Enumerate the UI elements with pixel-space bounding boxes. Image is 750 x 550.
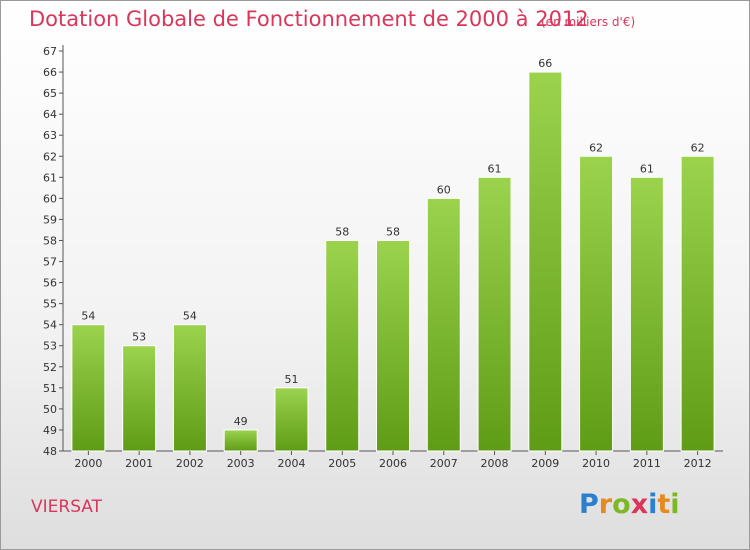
bar: [376, 239, 410, 452]
x-tick-label: 2001: [125, 457, 153, 470]
y-tick-label: 58: [43, 234, 57, 247]
bar: [528, 71, 563, 452]
bar: [579, 155, 614, 452]
y-tick-label: 61: [43, 171, 57, 184]
y-tick-label: 51: [43, 382, 57, 395]
bar-value-label: 66: [538, 57, 552, 70]
bar-value-label: 58: [335, 225, 349, 238]
x-tick-label: 2006: [379, 457, 407, 470]
bar-value-label: 61: [488, 162, 502, 175]
y-tick-label: 50: [43, 403, 57, 416]
chart-unit: (en milliers d'€): [541, 15, 636, 29]
y-tick-label: 62: [43, 150, 57, 163]
bar: [325, 239, 360, 452]
bar-value-label: 49: [234, 415, 248, 428]
bar: [426, 197, 461, 452]
proxiti-logo: Proxiti: [579, 489, 680, 520]
y-tick-label: 65: [43, 87, 57, 100]
x-tick-label: 2007: [430, 457, 458, 470]
bar-value-label: 54: [183, 310, 197, 323]
logo-letter: P: [579, 489, 599, 520]
y-tick-label: 52: [43, 361, 57, 374]
x-tick-label: 2005: [328, 457, 356, 470]
x-tick-label: 2010: [582, 457, 610, 470]
bar: [172, 324, 207, 452]
y-tick-label: 60: [43, 192, 57, 205]
x-tick-label: 2012: [684, 457, 712, 470]
x-tick-label: 2003: [227, 457, 255, 470]
y-tick-label: 55: [43, 298, 57, 311]
bar: [629, 176, 664, 452]
x-tick-label: 2002: [176, 457, 204, 470]
logo-letter: i: [670, 489, 680, 520]
x-tick-label: 2009: [531, 457, 559, 470]
chart-title: Dotation Globale de Fonctionnement de 20…: [29, 7, 589, 31]
x-tick-label: 2000: [74, 457, 102, 470]
y-tick-label: 54: [43, 319, 57, 332]
logo-letter: x: [630, 489, 649, 520]
commune-name: VIERSAT: [31, 497, 102, 517]
y-tick-label: 48: [43, 445, 57, 458]
bar-value-label: 62: [589, 141, 603, 154]
logo-letter: t: [657, 489, 671, 520]
x-tick-label: 2004: [277, 457, 305, 470]
bar-value-label: 53: [132, 331, 146, 344]
bar: [680, 155, 715, 452]
y-tick-label: 56: [43, 277, 57, 290]
y-tick-label: 67: [43, 45, 57, 58]
bar-value-label: 62: [691, 141, 705, 154]
bar-value-label: 60: [437, 183, 451, 196]
logo-letter: i: [648, 489, 658, 520]
logo-letter: r: [598, 489, 613, 520]
logo-letter: o: [612, 489, 631, 520]
y-tick-label: 49: [43, 424, 57, 437]
bar-value-label: 58: [386, 225, 400, 238]
bar: [122, 345, 157, 452]
y-tick-label: 57: [43, 256, 57, 269]
bar-value-label: 54: [81, 310, 95, 323]
y-tick-label: 64: [43, 108, 57, 121]
y-tick-label: 63: [43, 129, 57, 142]
bar: [223, 429, 258, 452]
bar: [71, 324, 106, 452]
bar-value-label: 51: [284, 373, 298, 386]
bar: [477, 176, 512, 452]
y-tick-label: 53: [43, 340, 57, 353]
y-tick-label: 59: [43, 213, 57, 226]
x-tick-label: 2011: [633, 457, 661, 470]
bar-value-label: 61: [640, 162, 654, 175]
bar: [274, 387, 309, 452]
x-tick-label: 2008: [481, 457, 509, 470]
y-tick-label: 66: [43, 66, 57, 79]
